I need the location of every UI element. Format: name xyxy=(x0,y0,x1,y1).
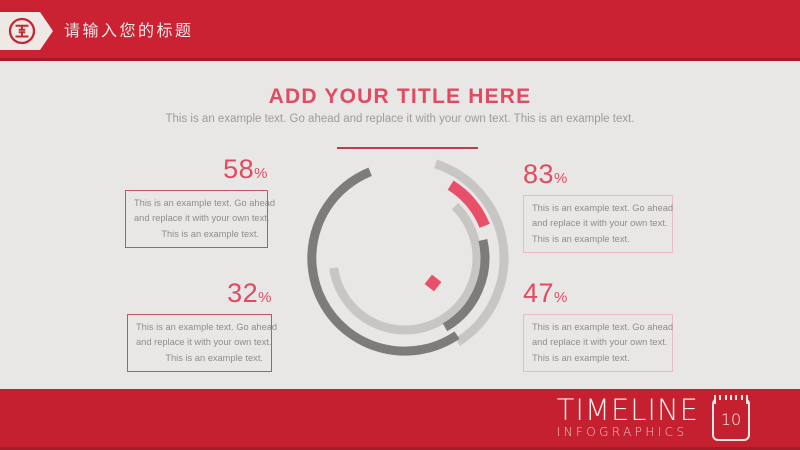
brand-pennant xyxy=(0,12,53,50)
stat-text-box: This is an example text. Go ahead and re… xyxy=(523,195,674,254)
stat-text-line: and replace it with your own text. xyxy=(136,337,272,348)
stat-percent: 32% xyxy=(227,278,272,308)
outer-dark-arc xyxy=(307,167,460,356)
stat-block-32: 32% This is an example text. Go ahead an… xyxy=(127,278,278,373)
stat-block-47: 47% This is an example text. Go ahead an… xyxy=(523,278,674,373)
stat-text-box: This is an example text. Go ahead and re… xyxy=(125,190,276,249)
page-number-box: 10 xyxy=(712,395,750,441)
slide-subtitle: This is an example text. Go ahead and re… xyxy=(165,113,635,125)
stat-text-line: and replace it with your own text. xyxy=(532,218,668,229)
stat-text-box: This is an example text. Go ahead and re… xyxy=(523,314,674,373)
stat-text-line: and replace it with your own text. xyxy=(532,337,668,348)
stat-text-line: This is an example text. xyxy=(532,352,630,363)
stat-text-line: This is an example text. Go ahead xyxy=(532,203,674,213)
stat-text-box: This is an example text. Go ahead and re… xyxy=(127,314,278,373)
slide-title: ADD YOUR TITLE HERE xyxy=(268,85,532,108)
brand-title: TIMELINE xyxy=(556,393,699,427)
stat-percent: 47% xyxy=(523,278,568,308)
stat-text-line: This is an example text. xyxy=(165,352,263,363)
stat-percent: 58% xyxy=(223,154,268,184)
stat-text-line: and replace it with your own text. xyxy=(134,213,270,224)
stat-text-line: This is an example text. xyxy=(161,228,259,239)
middle-dark-arc xyxy=(442,238,490,332)
arc-ring-chart xyxy=(307,159,509,356)
brand-subtitle: INFOGRAPHICS xyxy=(556,425,688,439)
middle-light-arc xyxy=(329,202,482,335)
footer-bar: TIMELINE INFOGRAPHICS 10 xyxy=(0,389,800,450)
stat-text-line: This is an example text. xyxy=(532,233,630,244)
stat-block-58: 58% This is an example text. Go ahead an… xyxy=(125,154,276,249)
icbc-logo-icon xyxy=(8,17,36,45)
red-square-marker xyxy=(424,274,442,292)
header-title-placeholder: 请输入您的标题 xyxy=(64,23,194,40)
stat-block-83: 83% This is an example text. Go ahead an… xyxy=(523,159,674,254)
stat-percent: 83% xyxy=(523,159,568,189)
brand-block: TIMELINE INFOGRAPHICS xyxy=(556,393,699,440)
stat-text-line: This is an example text. Go ahead xyxy=(136,322,278,332)
stat-text-line: This is an example text. Go ahead xyxy=(532,322,674,332)
title-underline xyxy=(337,147,478,149)
outer-light-arc xyxy=(434,159,509,346)
ruler-ticks-icon xyxy=(714,395,748,404)
header-bar: 请输入您的标题 xyxy=(0,0,800,61)
page-number: 10 xyxy=(712,398,750,441)
stat-text-line: This is an example text. Go ahead xyxy=(134,198,276,208)
accent-red-arc xyxy=(447,180,490,229)
